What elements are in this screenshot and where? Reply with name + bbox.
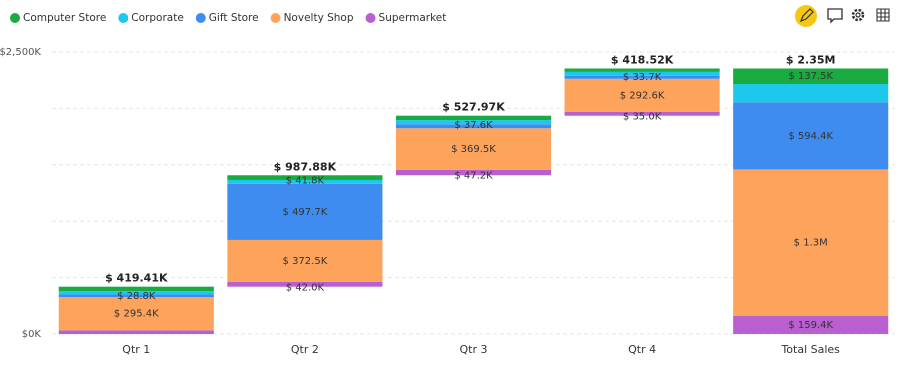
value-label: $ 372.5K bbox=[283, 256, 328, 267]
bar-segment bbox=[58, 291, 214, 295]
bar-segment bbox=[227, 175, 383, 180]
value-label: $ 292.6K bbox=[620, 90, 665, 101]
legend-label: Novelty Shop bbox=[284, 12, 354, 24]
value-label: $ 41.8K bbox=[286, 176, 325, 187]
legend-label: Gift Store bbox=[209, 12, 259, 24]
legend-label: Corporate bbox=[131, 12, 184, 24]
bar-segment bbox=[733, 169, 889, 317]
value-label: $ 33.7K bbox=[623, 72, 662, 83]
total-label: $ 418.52K bbox=[611, 53, 674, 66]
value-label: $ 295.4K bbox=[114, 309, 159, 320]
bar-segment bbox=[58, 294, 214, 298]
y-tick-label: $2,500K bbox=[0, 47, 41, 58]
value-label: $ 35.0K bbox=[623, 112, 662, 123]
pencil-icon bbox=[799, 8, 814, 23]
bar-segment bbox=[227, 239, 383, 282]
value-label: $ 42.0K bbox=[286, 282, 325, 293]
value-label: $ 497.7K bbox=[283, 207, 328, 218]
legend-marker bbox=[365, 13, 376, 23]
table-button[interactable] bbox=[876, 8, 890, 22]
x-tick-label: Total Sales bbox=[780, 343, 840, 356]
value-label: $ 594.4K bbox=[788, 131, 833, 142]
bar-segment bbox=[58, 297, 214, 331]
bar-segment bbox=[58, 330, 214, 334]
x-tick-label: Qtr 2 bbox=[291, 343, 319, 356]
bar-segment bbox=[564, 78, 720, 112]
bar-segment bbox=[227, 179, 383, 184]
y-tick-label: $0K bbox=[22, 329, 42, 340]
total-label: $ 2.35M bbox=[786, 53, 836, 66]
bar-segment bbox=[564, 71, 720, 76]
value-label: $ 28.8K bbox=[117, 291, 156, 302]
bar-segment bbox=[227, 183, 383, 240]
toolbar bbox=[795, 5, 890, 27]
bar-segment bbox=[395, 124, 552, 129]
bar-segment bbox=[395, 120, 552, 125]
comment-button[interactable] bbox=[827, 8, 843, 24]
legend-label: Supermarket bbox=[379, 12, 447, 24]
bar-segment bbox=[564, 75, 720, 79]
legend-label: Computer Store bbox=[23, 12, 106, 24]
legend-marker bbox=[195, 13, 206, 23]
value-label: $ 37.6K bbox=[454, 120, 493, 131]
bar-segment bbox=[564, 111, 720, 116]
bar-segment bbox=[733, 84, 889, 103]
bar-segment bbox=[58, 286, 214, 292]
x-tick-label: Qtr 4 bbox=[628, 343, 656, 356]
settings-button[interactable] bbox=[851, 8, 865, 22]
value-label: $ 137.5K bbox=[788, 71, 833, 82]
edit-button[interactable] bbox=[795, 5, 817, 27]
bar-segment bbox=[227, 281, 383, 287]
settings-center bbox=[855, 12, 861, 18]
bar-segment bbox=[564, 68, 720, 72]
bar-segment bbox=[395, 169, 552, 176]
value-label: $ 369.5K bbox=[451, 144, 496, 155]
x-tick-label: Qtr 1 bbox=[122, 343, 150, 356]
bar-segment bbox=[733, 102, 889, 170]
total-label: $ 419.41K bbox=[105, 272, 168, 285]
bar-segment bbox=[395, 115, 552, 121]
legend-marker bbox=[118, 13, 129, 23]
bar-segment bbox=[733, 68, 889, 85]
value-label: $ 159.4K bbox=[788, 320, 833, 331]
bar-segment bbox=[395, 128, 552, 170]
x-tick-label: Qtr 3 bbox=[460, 343, 488, 356]
value-label: $ 1.3M bbox=[794, 238, 828, 249]
total-label: $ 987.88K bbox=[274, 160, 337, 173]
bar-segment bbox=[733, 316, 889, 334]
legend-marker bbox=[10, 13, 20, 23]
total-label: $ 527.97K bbox=[442, 101, 505, 114]
value-label: $ 47.2K bbox=[454, 171, 493, 182]
legend-marker bbox=[270, 13, 281, 23]
